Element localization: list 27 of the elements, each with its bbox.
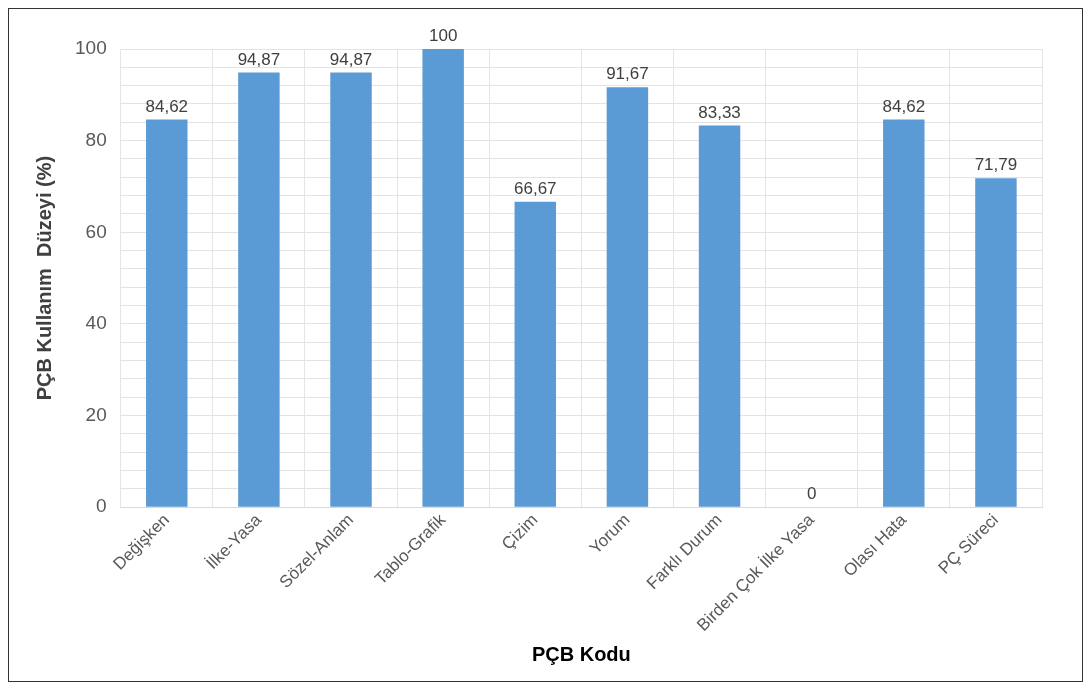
data-label: 71,79 [974, 155, 1018, 175]
y-tick-label: 60 [85, 220, 107, 242]
y-tick-label: 20 [85, 403, 107, 425]
x-axis-title: PÇB Kodu [531, 642, 631, 665]
data-label: 91,67 [606, 64, 649, 84]
y-tick-label: 100 [75, 37, 107, 59]
y-axis-title: PÇB Kullanım Düzeyi (%) [32, 155, 55, 401]
bar [883, 119, 925, 507]
bar [514, 201, 557, 507]
bar [698, 125, 741, 507]
y-tick-label: 80 [85, 128, 107, 150]
data-label: 83,33 [698, 102, 741, 122]
y-tick-label: 40 [85, 312, 107, 334]
y-tick-label: 0 [96, 495, 107, 517]
data-label: 94,87 [329, 49, 373, 69]
bar [606, 87, 649, 507]
data-label: 0 [806, 484, 817, 504]
bar [422, 49, 464, 507]
bar [975, 178, 1017, 507]
bar [330, 72, 372, 507]
bar [238, 72, 280, 507]
data-label: 94,87 [237, 49, 281, 69]
bar [146, 119, 188, 507]
data-label: 84,62 [145, 96, 189, 116]
data-label: 66,67 [514, 178, 557, 198]
data-label: 100 [428, 26, 458, 46]
data-label: 84,62 [882, 96, 926, 116]
